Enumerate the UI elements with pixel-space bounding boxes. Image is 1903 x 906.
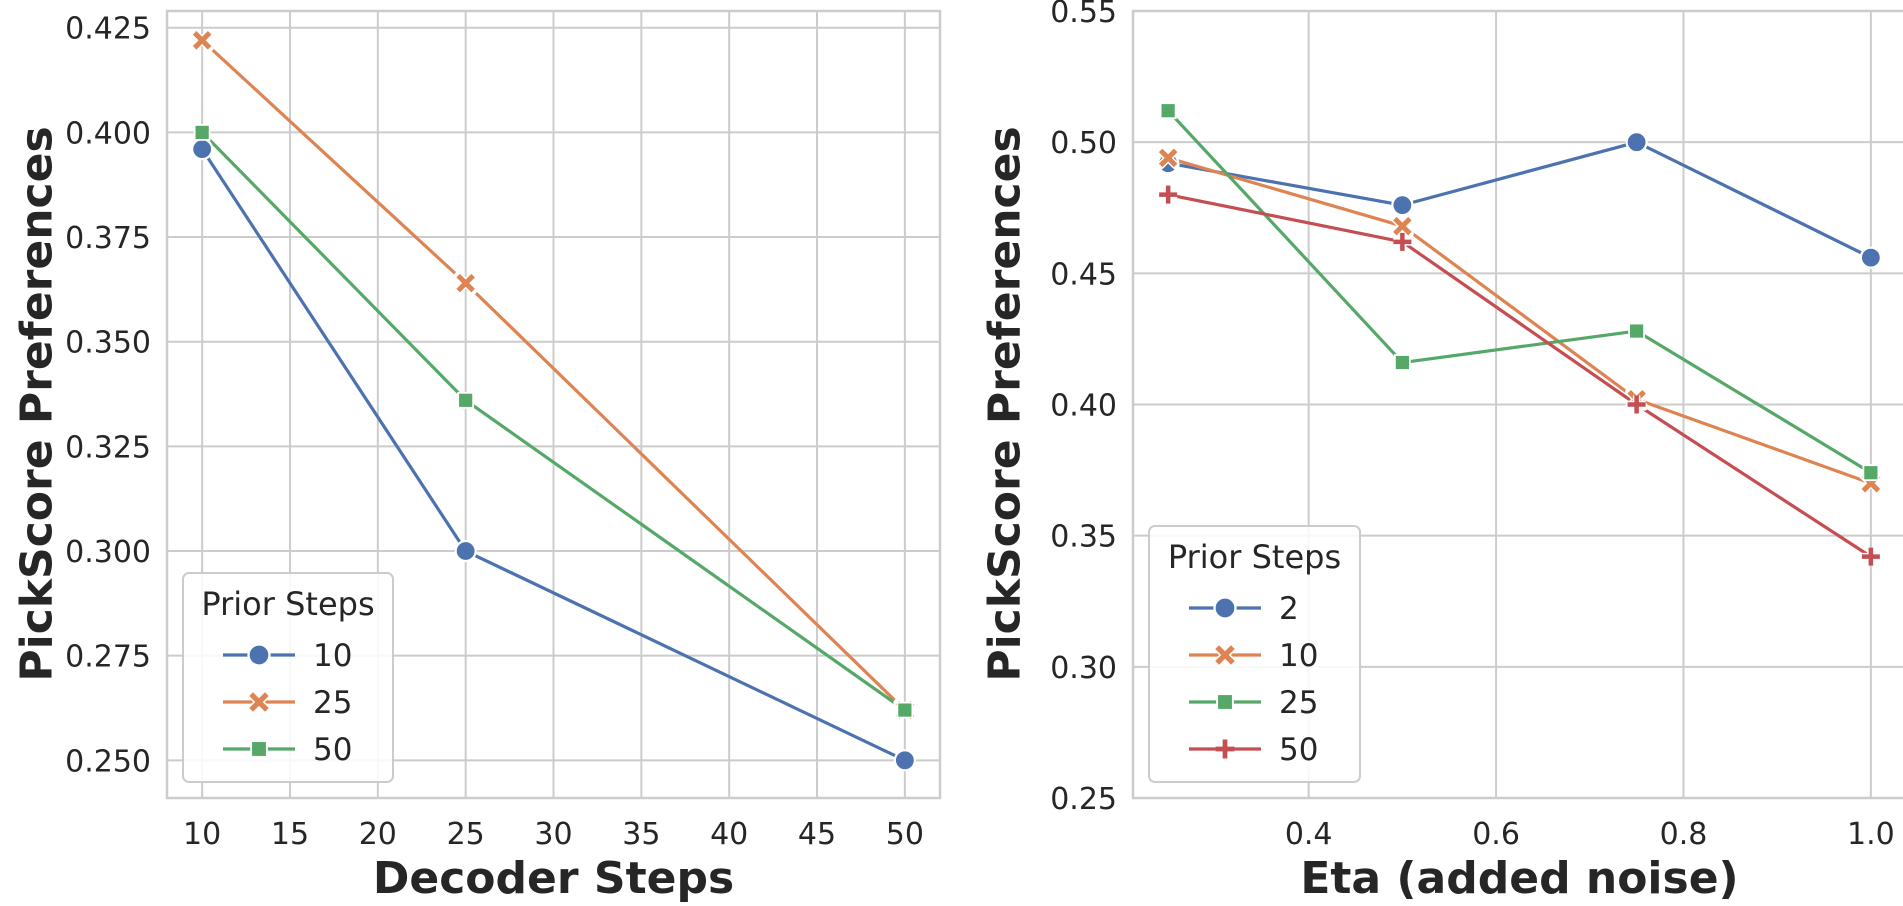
x-axis-label: Decoder Steps [373, 853, 734, 904]
chart-1: 10 15 20 25 30 35 40 45 50 0.250 0.275 0.300 0.325 0.… [11, 9, 942, 904]
data-point [1861, 547, 1880, 566]
x-tick-label: 40 [710, 817, 748, 852]
legend-marker [1213, 596, 1237, 620]
y-tick-label: 0.55 [1050, 0, 1117, 30]
data-point [1625, 131, 1648, 154]
data-point [1159, 185, 1178, 204]
series-markers-10 [191, 138, 916, 772]
legend-marker-stroke [1215, 739, 1235, 759]
series-line-25 [1166, 109, 1872, 475]
series-markers-50 [1159, 185, 1880, 566]
y-tick-label: 0.45 [1050, 257, 1117, 292]
data-point-stroke [1861, 547, 1880, 566]
data-point-stroke [1393, 232, 1412, 251]
legend-title: Prior Steps [201, 585, 374, 623]
y-tick-label: 0.375 [65, 221, 151, 256]
y-tick-label: 0.350 [65, 326, 151, 361]
y-axis-label: PickScore Preferences [979, 126, 1030, 681]
x-axis-label: Eta (added noise) [1300, 853, 1738, 904]
legend-label: 10 [313, 638, 352, 674]
data-point [1156, 146, 1180, 170]
data-point-stroke [192, 31, 212, 50]
data-point [1159, 102, 1177, 120]
y-tick-label: 0.300 [65, 535, 151, 570]
legend-marker [1212, 642, 1238, 668]
series-markers-10 [1156, 146, 1883, 495]
x-tick-label: 1.0 [1847, 817, 1895, 852]
data-point [1393, 232, 1412, 251]
y-tick-label: 0.325 [65, 430, 151, 465]
legend-marker [250, 740, 268, 758]
data-point [893, 749, 916, 772]
series-markers-2 [1157, 131, 1882, 269]
x-tick-label: 0.8 [1660, 817, 1708, 852]
series-markers-25 [1159, 102, 1880, 482]
data-point [1393, 354, 1411, 371]
legend-marker [247, 643, 271, 667]
legend-label: 10 [1279, 638, 1318, 674]
data-point [190, 28, 214, 52]
data-point [1859, 246, 1882, 269]
legend-marker [1215, 739, 1235, 759]
data-point [1627, 395, 1646, 414]
data-point-stroke [456, 273, 475, 293]
legend-marker-stroke [1215, 645, 1235, 665]
data-point-stroke [1159, 185, 1178, 204]
y-axis-label: PickScore Preferences [11, 126, 62, 681]
x-tick-label: 35 [622, 817, 660, 852]
series-line-2 [1167, 140, 1872, 260]
chart-2: 0.4 0.6 0.8 1.0 0.25 0.30 0.35 0.40 0.45 0.50 0.55… [979, 0, 1903, 904]
x-tick-label: 15 [271, 817, 309, 852]
data-point [1862, 464, 1880, 482]
y-tick-label: 0.30 [1050, 651, 1117, 686]
x-tick-label: 0.6 [1472, 817, 1520, 852]
x-tick-label: 20 [359, 817, 397, 852]
y-tick-label: 0.40 [1050, 389, 1117, 424]
plot-frame [165, 9, 942, 800]
legend-label: 25 [1279, 685, 1318, 721]
x-tick-label: 45 [798, 817, 836, 852]
y-tick-label: 0.35 [1050, 520, 1117, 555]
data-point [193, 123, 211, 141]
legend-marker [1216, 693, 1234, 711]
data-point-stroke [1158, 148, 1178, 168]
legend-box [182, 572, 394, 783]
legend-title: Prior Steps [1168, 538, 1341, 576]
legend-label: 50 [1279, 732, 1318, 768]
y-tick-label: 0.50 [1050, 126, 1117, 161]
series-markers-50 [193, 123, 914, 719]
x-tick-label: 50 [886, 817, 924, 852]
legend-marker [246, 689, 272, 715]
data-point [1391, 194, 1414, 217]
data-point [896, 701, 914, 719]
legend-label: 2 [1279, 591, 1299, 627]
x-tick-label: 10 [183, 817, 221, 852]
y-tick-label: 0.400 [65, 116, 151, 151]
x-tick-label: 25 [447, 817, 485, 852]
data-point-stroke [1627, 395, 1646, 414]
y-tick-label: 0.250 [65, 744, 151, 779]
legend-label: 25 [313, 685, 352, 721]
data-point-stroke [1393, 216, 1412, 236]
legend: Prior Steps 10 25 50 [182, 572, 394, 783]
data-point [1628, 322, 1646, 340]
y-tick-label: 0.275 [65, 640, 151, 675]
x-tick-label: 0.4 [1285, 817, 1333, 852]
y-tick-label: 0.25 [1050, 782, 1117, 817]
data-point [454, 539, 477, 563]
data-point [1390, 214, 1414, 238]
legend-marker-stroke [249, 692, 269, 712]
data-point [457, 391, 475, 409]
y-tick-label: 0.425 [65, 12, 151, 47]
data-point [191, 138, 214, 161]
series-line-10 [1167, 156, 1872, 485]
data-point [454, 271, 478, 295]
legend-label: 50 [313, 732, 352, 768]
x-tick-label: 30 [534, 817, 572, 852]
series-line-50 [1167, 193, 1872, 558]
legend: Prior Steps 2 10 25 50 [1148, 525, 1361, 783]
plot-frame [1131, 9, 1903, 800]
